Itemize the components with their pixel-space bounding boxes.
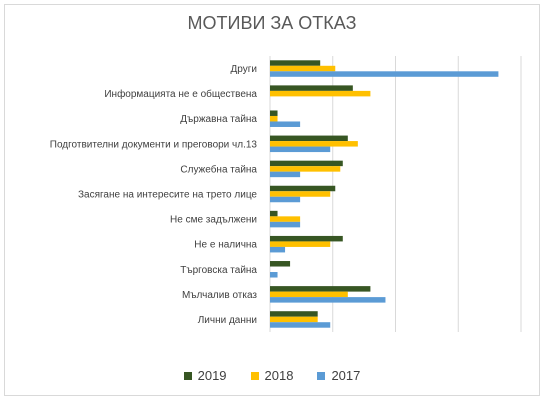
chart-title: МОТИВИ ЗА ОТКАЗ [187,13,357,33]
bar-2019 [270,85,353,91]
legend-item-2018: 2018 [250,368,294,383]
category-label: Търговска тайна [180,265,257,276]
category-label: Подготвителни документи и преговори чл.1… [50,139,258,150]
bar-2017 [270,221,301,228]
bar-2018 [270,166,341,172]
bar-2019 [270,311,318,317]
bar-2019 [270,160,343,167]
category-label: Други [231,64,257,75]
bar-2018 [270,90,371,97]
legend-swatch-2019 [183,371,192,380]
category-label: Мълчалив отказ [182,290,257,301]
bar-2018 [270,191,331,197]
legend-label-2019: 2019 [197,368,227,383]
legend-label-2018: 2018 [264,368,294,383]
bar-2019 [270,60,321,66]
category-label: Не е налична [194,240,257,251]
bar-2018 [270,115,278,122]
category-label: Не сме задължени [170,215,257,226]
bar-2019 [270,235,343,242]
category-label: Държавна тайна [180,114,257,125]
bar-2019 [270,185,336,192]
bar-2019 [270,286,371,292]
bar-2018 [270,291,348,298]
bar-2017 [270,121,301,127]
bar-2018 [270,65,336,72]
category-label: Информацията не е обществена [104,88,257,100]
bar-2017 [270,272,278,278]
chart-legend: 2019 2018 2017 [0,368,544,383]
bar-2018 [270,216,301,222]
bar-2017 [270,71,499,77]
bar-2017 [270,297,386,303]
legend-swatch-2018 [250,371,259,380]
bar-2018 [270,241,331,247]
bar-2017 [270,246,286,253]
bar-2017 [270,171,301,178]
bar-2019 [270,135,348,142]
category-label: Лични данни [198,315,257,326]
bar-2019 [270,261,291,267]
legend-swatch-2017 [317,371,326,380]
category-label: Служебна тайна [180,163,257,175]
legend-item-2017: 2017 [317,368,360,383]
bar-2018 [270,316,318,323]
bar-2017 [270,146,331,153]
bar-2018 [270,141,358,147]
category-label: Засягане на интересите на трето лице [78,190,257,201]
legend-item-2019: 2019 [183,368,227,383]
legend-label-2017: 2017 [331,368,361,383]
bar-2019 [270,210,278,217]
bar-2017 [270,322,331,328]
bar-2017 [270,196,301,203]
bar-2019 [270,110,278,116]
